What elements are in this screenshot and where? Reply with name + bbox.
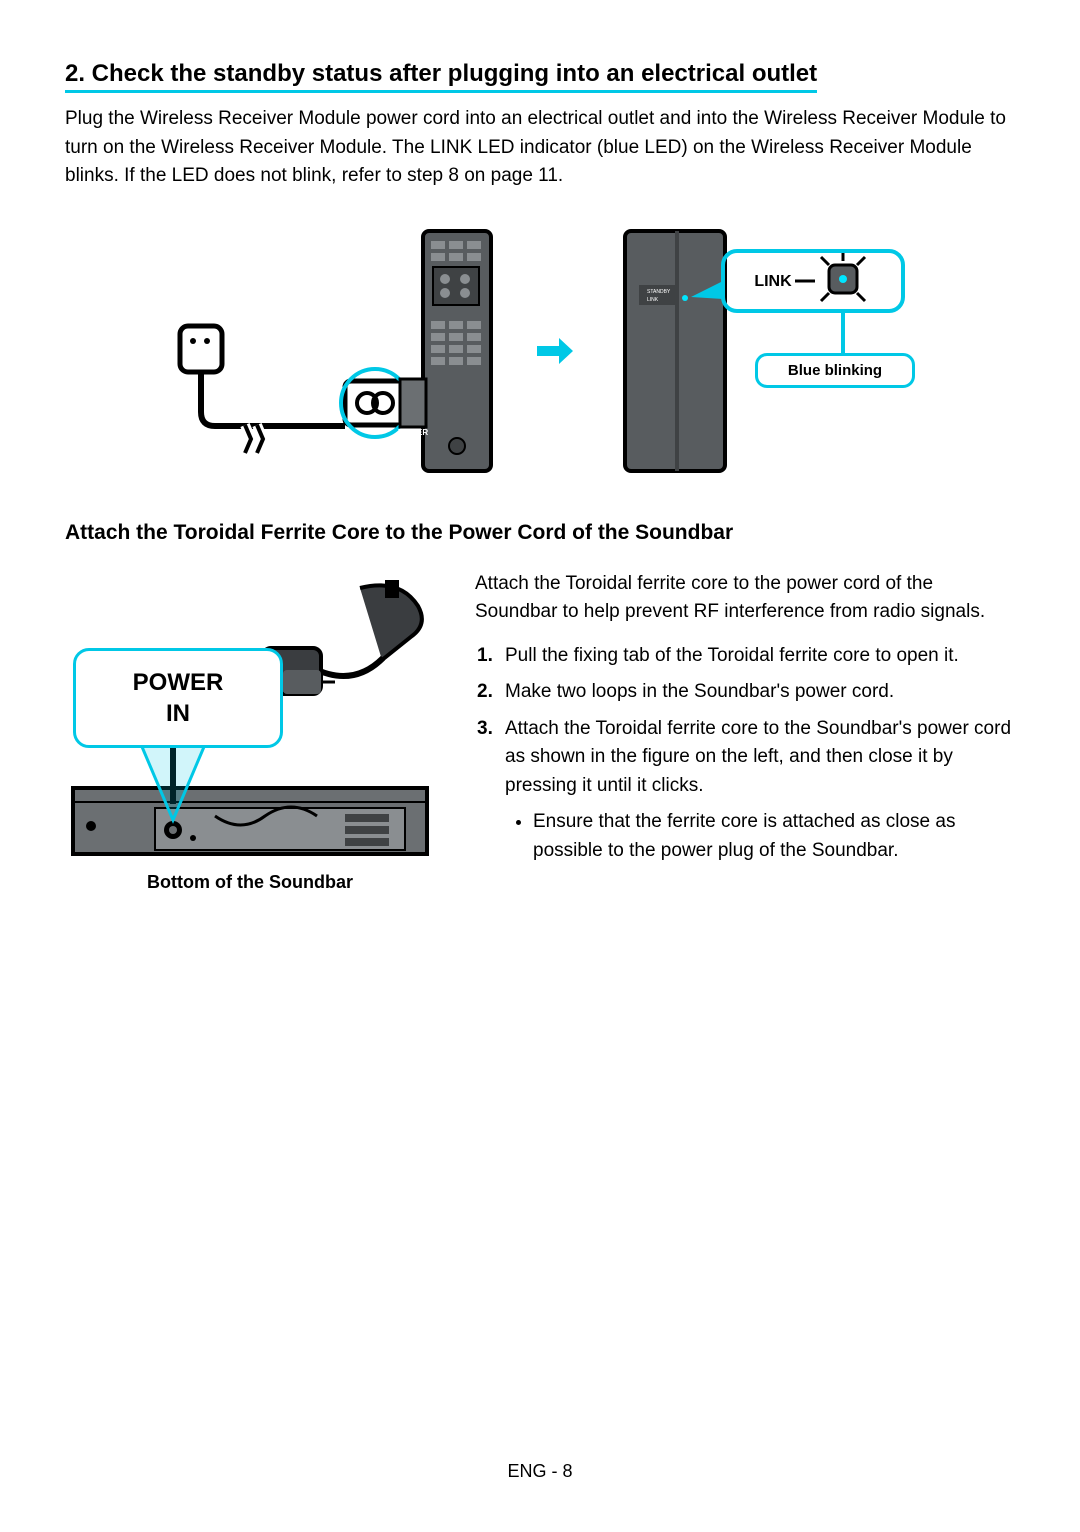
ferrite-step-bullets: Ensure that the ferrite core is attached… bbox=[505, 808, 1015, 865]
page-footer: ENG - 8 bbox=[507, 1461, 572, 1482]
link-label-text: LINK bbox=[754, 273, 792, 290]
svg-text:STANDBY: STANDBY bbox=[647, 289, 671, 295]
section-body: Plug the Wireless Receiver Module power … bbox=[65, 105, 1015, 191]
ferrite-bullet-1: Ensure that the ferrite core is attached… bbox=[533, 808, 1015, 865]
diagram-power-text: POWER bbox=[398, 428, 428, 437]
power-in-callout: POWER IN bbox=[73, 648, 283, 748]
ferrite-intro: Attach the Toroidal ferrite core to the … bbox=[475, 570, 1015, 627]
ferrite-text-column: Attach the Toroidal ferrite core to the … bbox=[475, 570, 1015, 874]
ferrite-step-3-text: Attach the Toroidal ferrite core to the … bbox=[505, 718, 1011, 796]
figure-caption: Bottom of the Soundbar bbox=[65, 872, 435, 893]
section-heading-text: 2. Check the standby status after pluggi… bbox=[65, 60, 817, 93]
diagram-power-plug: POWER bbox=[165, 221, 505, 481]
diagram-link-led: STANDBY LINK LINK bbox=[605, 221, 915, 481]
ferrite-step-3: Attach the Toroidal ferrite core to the … bbox=[505, 715, 1015, 866]
power-in-line1: POWER bbox=[133, 669, 224, 696]
ferrite-step-2: Make two loops in the Soundbar's power c… bbox=[505, 678, 1015, 707]
ferrite-figure-column: POWER IN Bottom of the Soundbar bbox=[65, 570, 435, 893]
ferrite-step-1: Pull the fixing tab of the Toroidal ferr… bbox=[505, 642, 1015, 671]
subsection-heading: Attach the Toroidal Ferrite Core to the … bbox=[65, 521, 1015, 545]
ferrite-columns: POWER IN Bottom of the Soundbar Attach t… bbox=[65, 570, 1015, 893]
diagram-power-link: POWER STANDBY LINK LINK bbox=[65, 221, 1015, 481]
power-in-line2: IN bbox=[166, 700, 190, 727]
blue-blinking-callout: Blue blinking bbox=[755, 353, 915, 388]
section-heading: 2. Check the standby status after pluggi… bbox=[65, 60, 1015, 105]
ferrite-steps: Pull the fixing tab of the Toroidal ferr… bbox=[475, 642, 1015, 866]
arrow-right-icon bbox=[535, 336, 575, 366]
svg-text:LINK: LINK bbox=[647, 297, 659, 303]
